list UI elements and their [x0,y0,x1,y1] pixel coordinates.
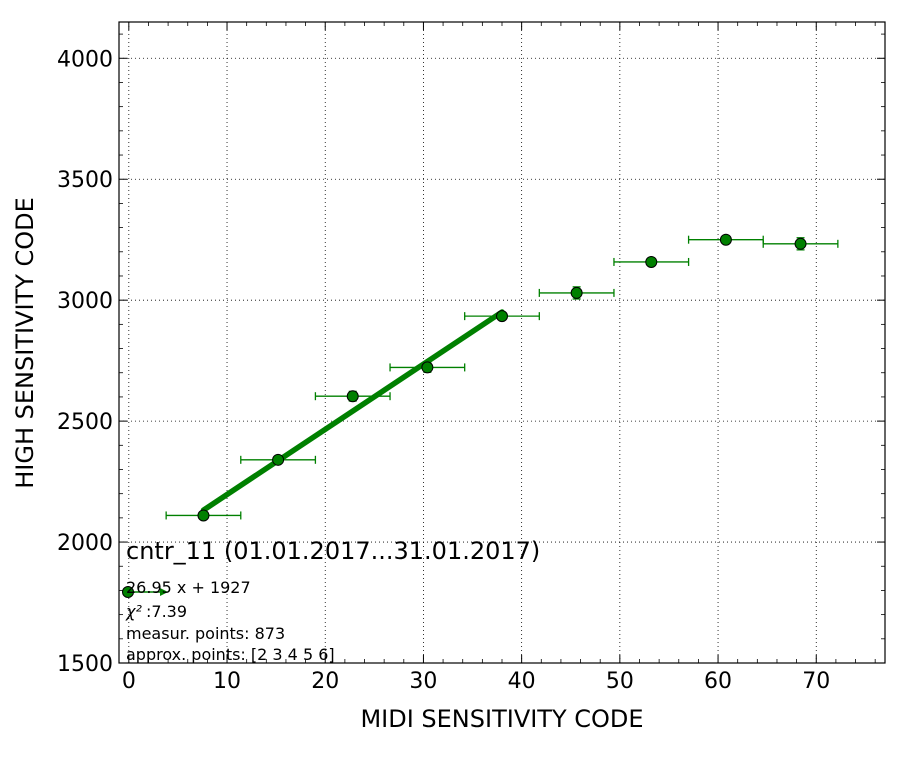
data-point [496,310,508,323]
data-point [570,286,583,299]
y-tick-label: 3500 [57,168,113,193]
x-tick-label: 20 [311,669,339,694]
error-bars [165,235,839,520]
data-point [794,237,807,250]
y-tick-label: 2500 [57,410,113,435]
chi2-symbol: χ² [125,602,142,621]
y-tick-label: 3000 [57,289,113,314]
legend [122,586,168,598]
x-tick-label: 10 [213,669,241,694]
data-point [272,453,285,466]
chi2-line: χ² :7.39 [125,602,187,621]
chi2-value: :7.39 [146,602,187,621]
fit-equation: 26.95 x + 1927 [126,578,251,597]
x-tick-label: 0 [122,669,136,694]
x-tick-label: 40 [508,669,536,694]
y-tick-labels: 1500 2000 2500 3000 3500 4000 [57,47,113,677]
data-point [421,361,434,374]
data-point [346,390,359,403]
y-tick-label: 1500 [57,652,113,677]
y-tick-label: 4000 [57,47,113,72]
data-points [197,233,807,522]
fit-line [200,309,505,513]
plot-frame [118,21,886,664]
x-tick-label: 30 [409,669,437,694]
data-point [645,255,658,268]
legend-arrow-head [160,588,168,596]
approx-points: approx. points: [2 3 4 5 6] [126,645,335,664]
minor-ticks [119,22,885,663]
data-point [197,509,210,522]
chart-title: cntr_11 (01.01.2017...31.01.2017) [126,537,540,565]
major-ticks [119,22,885,664]
x-tick-label: 50 [606,669,634,694]
y-tick-label: 2000 [57,531,113,556]
data-point [719,233,732,246]
x-axis-label: MIDI SENSITIVITY CODE [360,705,643,733]
x-tick-labels: 0 10 20 30 40 50 60 70 [122,669,830,694]
y-axis-label: HIGH SENSITIVITY CODE [11,197,39,489]
x-tick-label: 70 [802,669,830,694]
legend-marker [122,586,134,598]
measur-points: measur. points: 873 [126,624,285,643]
x-tick-label: 60 [704,669,732,694]
grid [119,22,885,664]
